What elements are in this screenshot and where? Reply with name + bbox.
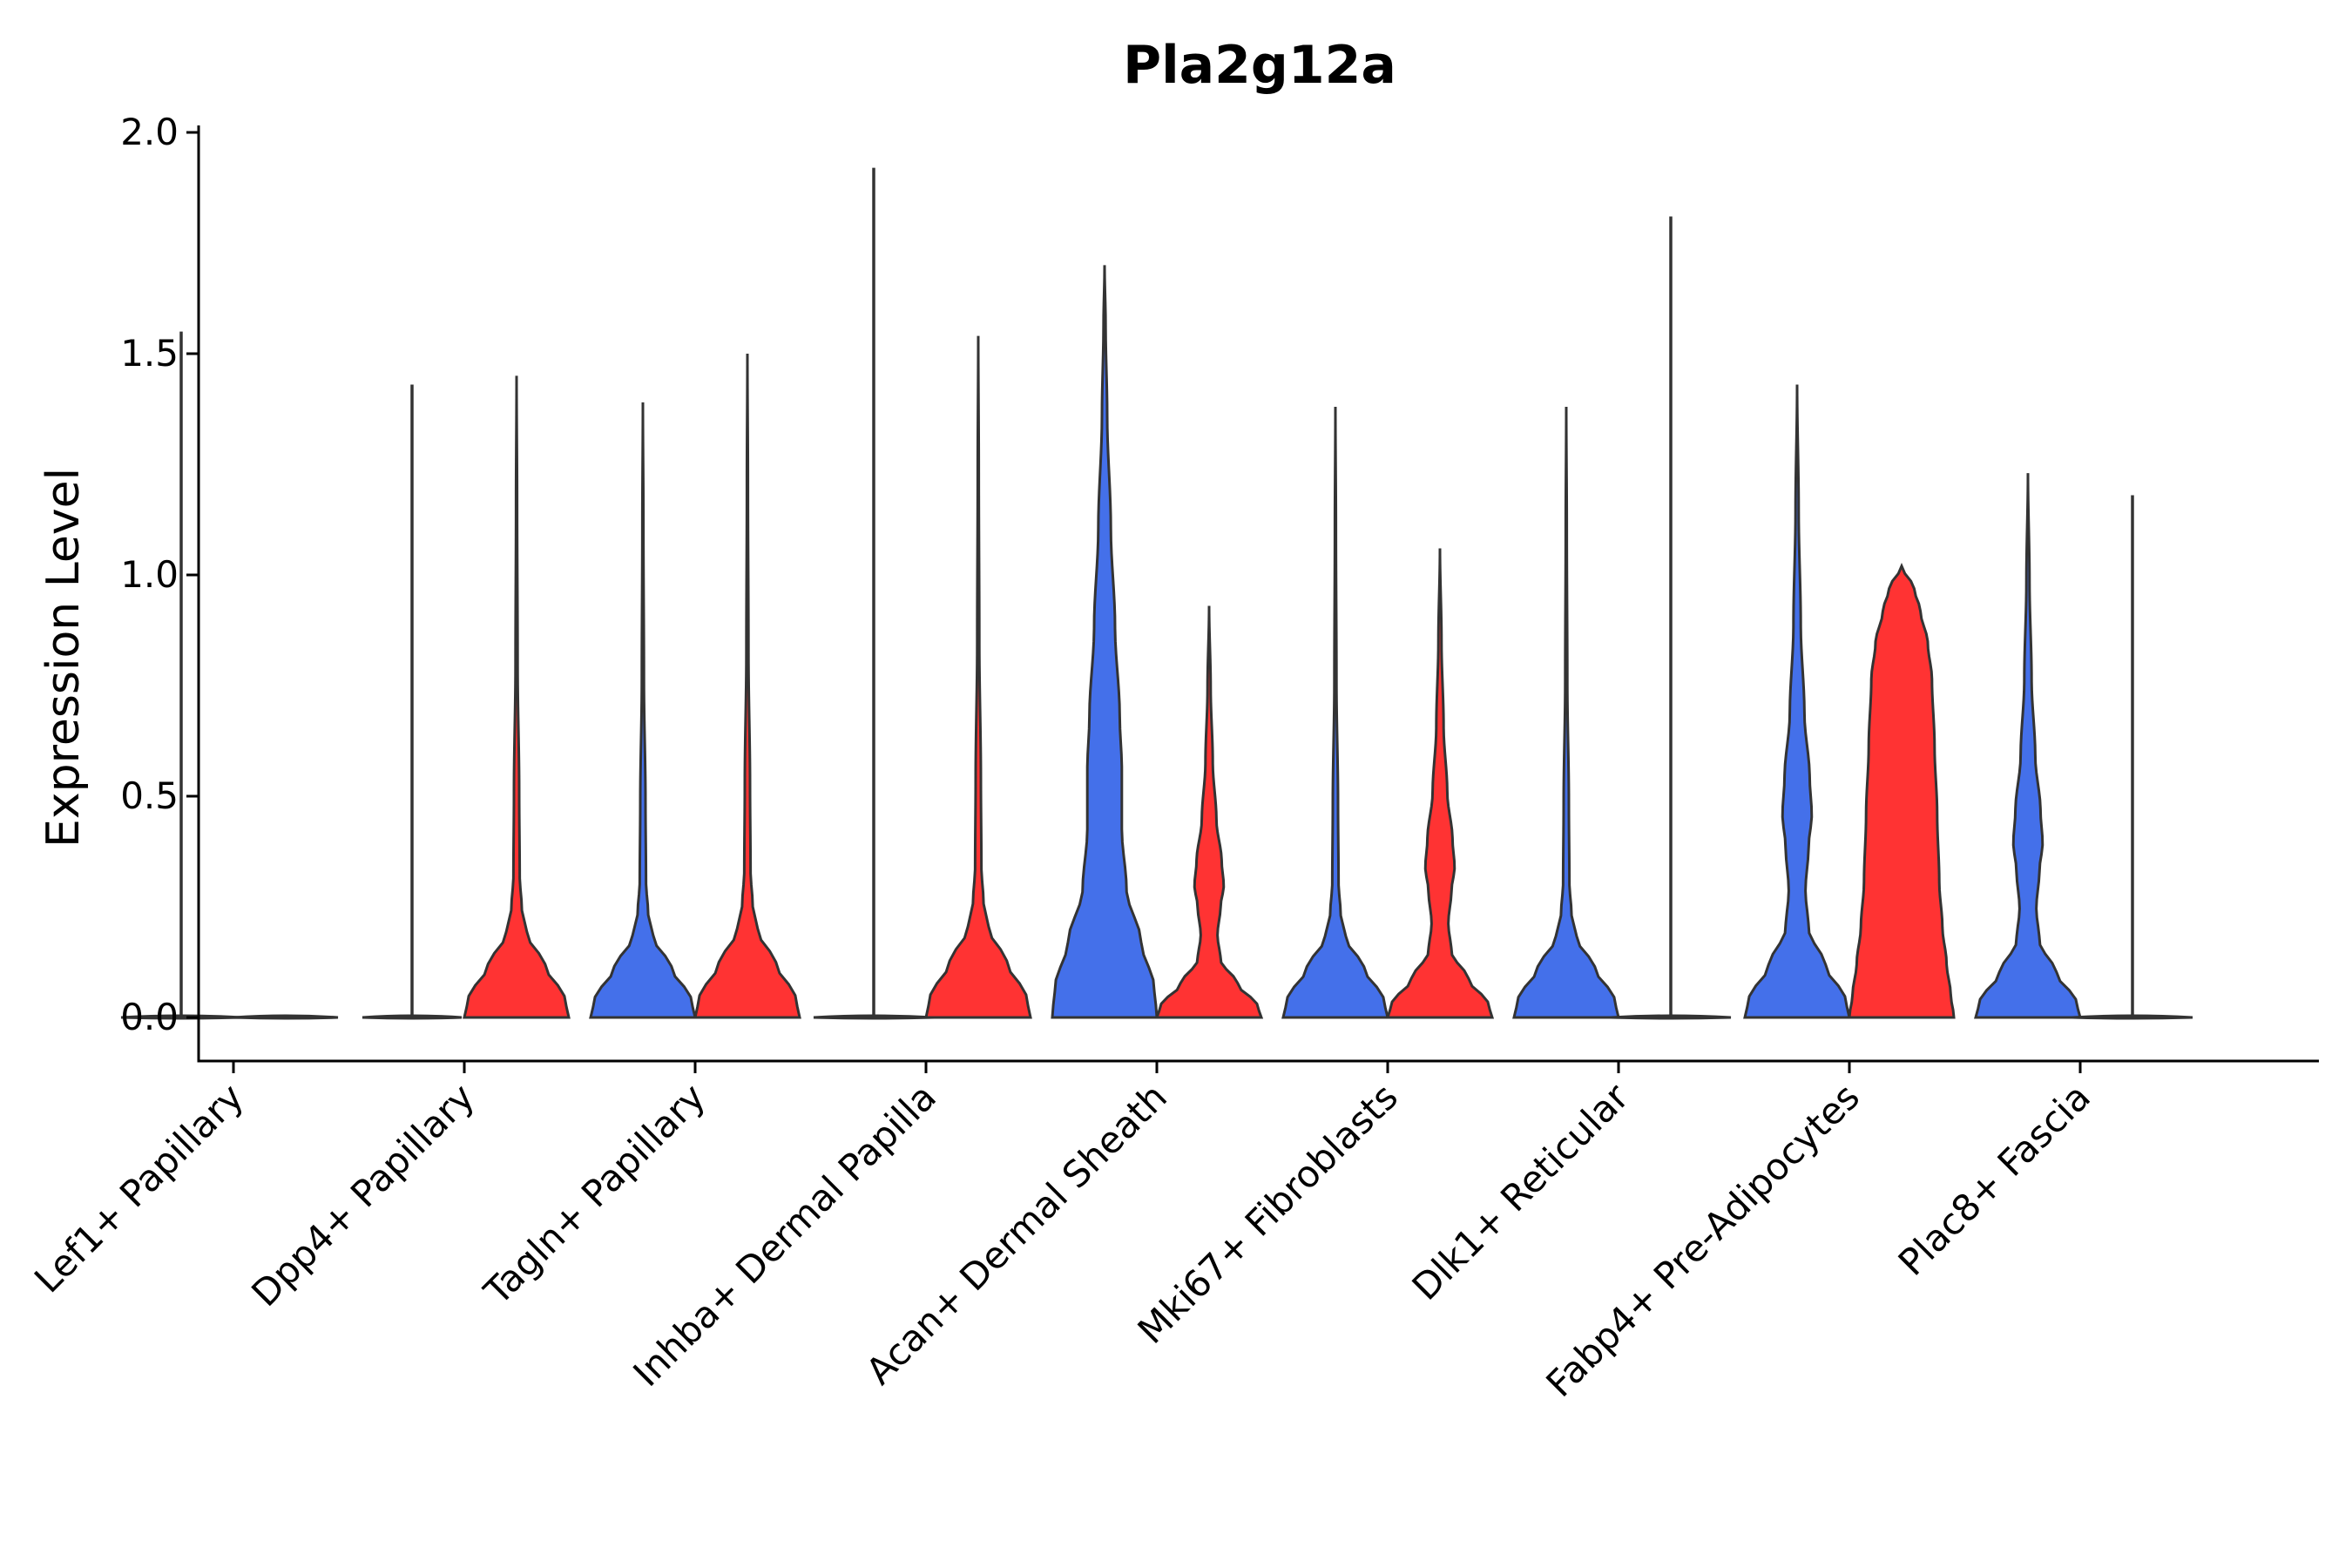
violins-group — [120, 167, 2193, 1020]
violin-9-blue — [1974, 473, 2082, 1019]
y-ticks: 0.0 0.5 1.0 1.5 2.0 — [120, 111, 199, 1038]
x-tick-label: Dlk1+ Reticular — [1404, 1075, 1638, 1308]
violin-1-red — [233, 1014, 339, 1020]
violin-7-red — [1610, 1014, 1732, 1020]
y-tick-label: 2.0 — [120, 111, 179, 153]
violin-6-blue — [1281, 406, 1389, 1019]
violin-2-red — [463, 375, 571, 1019]
x-tick-label: Lef1+ Papillary — [26, 1075, 252, 1301]
violin-6-red — [1385, 548, 1495, 1019]
violin-5-blue — [1051, 265, 1159, 1019]
x-tick-label: Mki67+ Fibroblasts — [1130, 1075, 1406, 1351]
chart-title: Pla2g12a — [1123, 35, 1396, 96]
violin-8-blue — [1743, 384, 1851, 1019]
violin-7-blue — [1512, 406, 1620, 1019]
violin-3-blue — [589, 402, 697, 1019]
x-tick-label: Plac8+ Fascia — [1890, 1075, 2099, 1283]
y-tick-label: 0.0 — [120, 996, 179, 1038]
y-tick-label: 1.5 — [120, 332, 179, 375]
violin-8-red — [1848, 563, 1956, 1019]
y-tick-label: 0.5 — [120, 774, 179, 817]
violin-5-red — [1154, 605, 1264, 1019]
violin-3-red — [693, 353, 801, 1019]
violin-4-red — [924, 335, 1032, 1019]
violin-4-blue — [813, 1014, 935, 1020]
x-tick-label: Tagln+ Papillary — [476, 1075, 713, 1313]
y-axis-label: Expression Level — [37, 468, 90, 848]
violin-9-red — [2072, 1014, 2193, 1020]
x-tick-label: Dpp4+ Papillary — [243, 1075, 483, 1315]
y-tick-label: 1.0 — [120, 553, 179, 596]
violin-2-blue — [362, 1014, 463, 1020]
